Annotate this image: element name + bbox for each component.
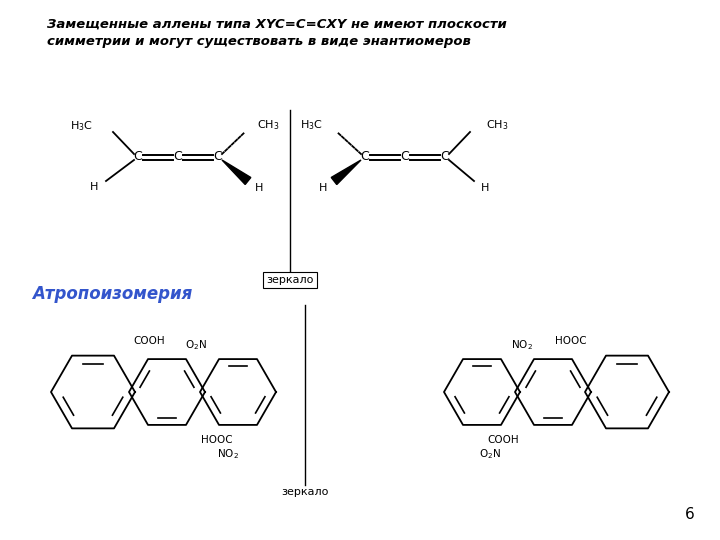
Text: 6: 6	[685, 507, 695, 522]
Text: O$_2$N: O$_2$N	[479, 447, 501, 461]
Text: Замещенные аллены типа XYC=C=CXY не имеют плоскости
симметрии и могут существова: Замещенные аллены типа XYC=C=CXY не имею…	[47, 18, 507, 48]
Text: H: H	[255, 183, 264, 193]
Text: H: H	[89, 182, 98, 192]
Text: C: C	[441, 151, 449, 164]
Text: H$_3$C: H$_3$C	[300, 118, 323, 132]
Text: C: C	[174, 151, 182, 164]
Text: O$_2$N: O$_2$N	[185, 338, 207, 352]
Text: COOH: COOH	[487, 435, 518, 445]
Text: H: H	[319, 183, 327, 193]
Text: NO$_2$: NO$_2$	[217, 447, 239, 461]
Text: C: C	[400, 151, 410, 164]
Text: H$_3$C: H$_3$C	[70, 119, 93, 133]
Text: Атропоизомерия: Атропоизомерия	[32, 285, 192, 303]
Text: NO$_2$: NO$_2$	[511, 338, 533, 352]
Text: H: H	[481, 183, 490, 193]
Text: HOOC: HOOC	[555, 336, 587, 346]
Text: C: C	[134, 151, 143, 164]
Polygon shape	[222, 160, 251, 185]
Text: CH$_3$: CH$_3$	[486, 118, 508, 132]
Text: C: C	[361, 151, 369, 164]
Text: C: C	[214, 151, 222, 164]
Text: CH$_3$: CH$_3$	[257, 118, 279, 132]
Text: COOH: COOH	[133, 336, 165, 346]
Text: зеркало: зеркало	[282, 487, 329, 497]
Text: HOOC: HOOC	[202, 435, 233, 445]
Text: зеркало: зеркало	[266, 275, 314, 285]
Polygon shape	[331, 160, 361, 185]
